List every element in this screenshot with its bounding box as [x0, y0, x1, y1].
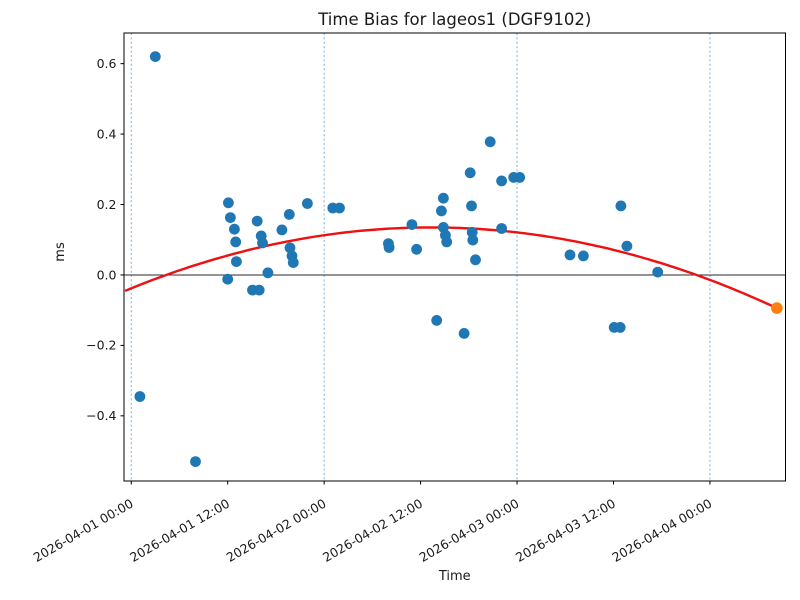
scatter-point: [230, 236, 242, 248]
scatter-point: [652, 266, 664, 278]
scatter-point: [441, 236, 453, 248]
x-axis-label: Time: [438, 569, 471, 584]
chart-title: Time Bias for lageos1 (DGF9102): [317, 10, 591, 29]
y-tick-label: 0.0: [97, 267, 117, 282]
scatter-point: [411, 243, 422, 255]
x-tick-label: 2026-04-01 12:00: [127, 496, 232, 565]
y-axis-label: ms: [53, 242, 68, 262]
scatter-point: [458, 328, 470, 339]
scatter-point: [496, 175, 507, 187]
fit-curve: [124, 226, 779, 310]
scatter-point: [436, 205, 447, 217]
scatter-point: [287, 257, 299, 268]
scatter-point: [149, 51, 161, 62]
x-tick-label: 2026-04-02 12:00: [320, 496, 425, 565]
y-tick-label: 0.4: [97, 126, 117, 141]
scatter-point: [467, 234, 479, 246]
scatter-point: [231, 256, 242, 267]
scatter-point: [438, 192, 449, 204]
scatter-point: [251, 215, 263, 227]
scatter-point: [253, 284, 265, 296]
scatter-point: [431, 315, 443, 326]
scatter-point: [225, 212, 236, 224]
scatter-point: [222, 273, 234, 285]
scatter-point: [257, 237, 268, 249]
scatter-point: [484, 136, 496, 148]
scatter-point: [134, 391, 146, 402]
scatter-point: [464, 167, 476, 179]
x-tick-label: 2026-04-03 00:00: [416, 496, 521, 565]
scatter-point: [514, 172, 526, 183]
scatter-point: [284, 242, 296, 254]
scatter-point: [190, 456, 201, 467]
scatter-point: [470, 254, 481, 266]
scatter-point: [466, 200, 477, 212]
x-tick-label: 2026-04-04 00:00: [609, 496, 714, 565]
scatter-point: [276, 224, 288, 236]
y-ticks-layer: 0.6 0.4 0.2 0.0 −0.2 −0.4: [86, 56, 124, 423]
scatter-point: [334, 202, 345, 214]
scatter-point: [614, 322, 626, 333]
y-tick-label: 0.6: [97, 56, 117, 71]
y-tick-label: 0.2: [97, 197, 117, 212]
last-point-marker: [771, 302, 783, 314]
y-tick-label: −0.4: [86, 408, 116, 423]
x-tick-label: 2026-04-01 00:00: [31, 496, 136, 565]
scatter-point: [262, 267, 274, 279]
plot-border: [123, 32, 786, 482]
scatter-point: [229, 223, 240, 235]
scatter-point: [496, 223, 507, 234]
scatter-point: [578, 250, 589, 262]
scatter-point: [406, 219, 418, 231]
scatter-point: [466, 226, 478, 238]
scatter-layer: [134, 51, 664, 467]
y-tick-label: −0.2: [86, 338, 116, 353]
scatter-point: [283, 209, 295, 220]
x-tick-label: 2026-04-02 00:00: [224, 496, 329, 565]
scatter-point: [223, 197, 234, 209]
scatter-point: [383, 242, 395, 253]
scatter-point: [302, 198, 313, 209]
scatter-point: [615, 200, 627, 212]
scatter-point: [621, 240, 633, 252]
x-tick-label: 2026-04-03 12:00: [513, 496, 618, 565]
scatter-point: [564, 249, 576, 261]
